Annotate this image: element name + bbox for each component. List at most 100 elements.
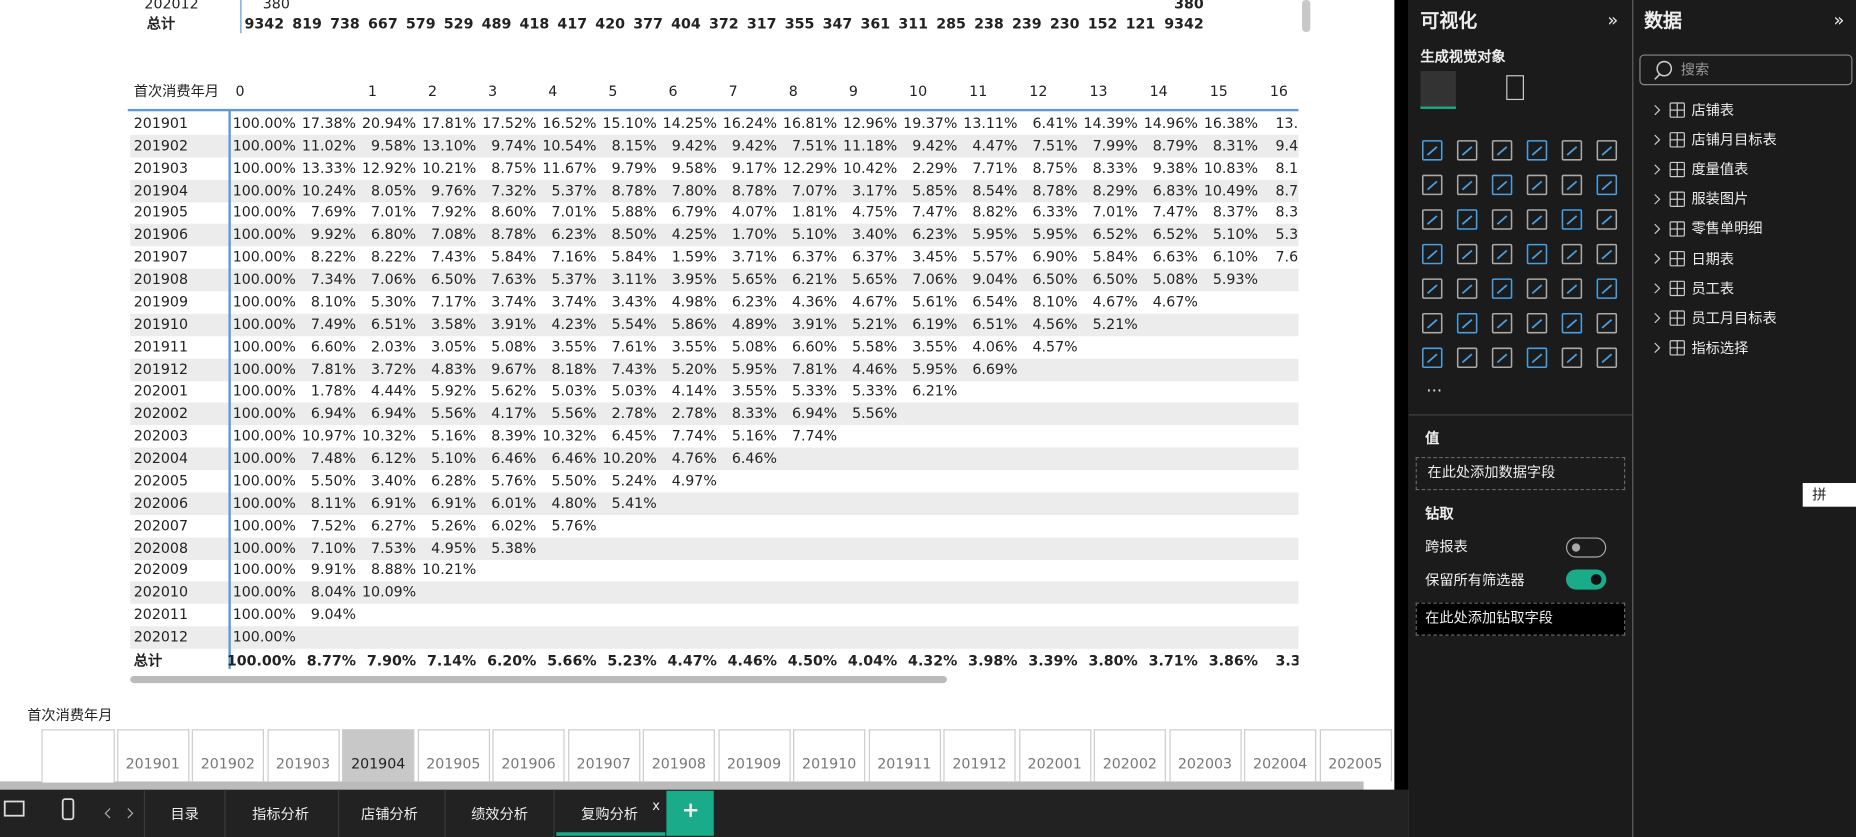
- slicer-label[interactable]: 202004: [1253, 755, 1308, 772]
- table-name[interactable]: 度量值表: [1691, 161, 1749, 178]
- table-name[interactable]: 店铺表: [1691, 101, 1735, 119]
- column-header: 6: [668, 82, 678, 100]
- slicer-label[interactable]: 201912: [952, 755, 1007, 772]
- slicer-label[interactable]: 201901: [125, 755, 180, 772]
- row-label: 202012: [144, 0, 199, 12]
- total-cell: 3.33: [1275, 652, 1299, 669]
- page-tab[interactable]: 目录: [170, 806, 199, 823]
- cell: 5.85%: [912, 181, 958, 199]
- cell: 9.04%: [310, 606, 357, 623]
- table-name[interactable]: 服装图片: [1691, 190, 1749, 208]
- page-tab[interactable]: 复购分析: [581, 806, 639, 823]
- table-name[interactable]: 员工表: [1691, 280, 1735, 297]
- icon: [1422, 278, 1443, 299]
- slicer-label[interactable]: 201911: [877, 755, 932, 772]
- cell: 4.95%: [431, 539, 477, 556]
- icon: [1491, 347, 1513, 369]
- table-name[interactable]: 员工月目标表: [1691, 309, 1777, 327]
- field-well[interactable]: 在此处添加数据字段: [1427, 464, 1556, 481]
- slicer-item[interactable]: [943, 729, 1016, 782]
- values-well[interactable]: [1415, 456, 1626, 491]
- cell: 4.83%: [431, 360, 477, 378]
- slicer-item[interactable]: [1244, 729, 1317, 782]
- total-cell: 9342: [1164, 15, 1204, 32]
- slicer-item[interactable]: [793, 729, 866, 782]
- total-cell: 317: [746, 15, 777, 32]
- slicer-label[interactable]: 201906: [501, 755, 556, 772]
- slicer-label[interactable]: 202002: [1102, 755, 1157, 772]
- page-tab[interactable]: 店铺分析: [361, 806, 418, 823]
- table-name[interactable]: 店铺月目标表: [1691, 131, 1777, 149]
- slicer-item[interactable]: [642, 729, 715, 782]
- slicer-item[interactable]: [717, 729, 791, 782]
- section-title: 生成视觉对象: [1420, 48, 1506, 66]
- cell: 5.21%: [1092, 315, 1138, 333]
- icon: [1426, 215, 1438, 225]
- page-tab[interactable]: 绩效分析: [471, 806, 528, 823]
- cell: 7.07%: [791, 181, 838, 199]
- cell: 100.00%: [232, 114, 296, 132]
- drill-well[interactable]: [1415, 602, 1626, 636]
- add-tab[interactable]: +: [681, 797, 700, 823]
- active-tab-underline: [556, 832, 666, 836]
- cell: 100.00%: [232, 494, 296, 512]
- column-header: 14: [1149, 82, 1168, 100]
- total-cell: 239: [1011, 15, 1042, 32]
- slicer-item[interactable]: [342, 729, 415, 782]
- add-tab-bg[interactable]: [666, 790, 714, 836]
- page-tab[interactable]: 指标分析: [252, 806, 309, 823]
- search-box[interactable]: [1639, 54, 1853, 86]
- page-scrollbar[interactable]: [0, 781, 1364, 790]
- slicer-blank[interactable]: [41, 729, 115, 783]
- slicer-item[interactable]: [266, 729, 340, 782]
- collapse[interactable]: »: [1833, 9, 1845, 31]
- table-name[interactable]: 指标选择: [1691, 339, 1749, 357]
- slicer-item[interactable]: [492, 729, 565, 782]
- cell: 8.54%: [972, 181, 1018, 199]
- slicer-item[interactable]: [191, 729, 264, 782]
- cell: 8.04%: [310, 583, 357, 601]
- close-tab[interactable]: x: [652, 797, 660, 814]
- slicer-label[interactable]: 201910: [802, 755, 857, 772]
- cell: 3.74%: [491, 293, 537, 311]
- slicer-item[interactable]: [1093, 729, 1166, 782]
- slicer-label[interactable]: 201907: [576, 755, 631, 772]
- slicer-label[interactable]: 201904: [351, 755, 406, 772]
- slicer-item[interactable]: [116, 729, 189, 782]
- slicer-label[interactable]: 202003: [1177, 755, 1233, 772]
- cell: 7.53%: [371, 539, 417, 556]
- build-icon[interactable]: [1420, 71, 1456, 109]
- table-name[interactable]: 零售单明细: [1691, 220, 1763, 238]
- slicer-item[interactable]: [567, 729, 640, 782]
- slicer-item[interactable]: [1168, 729, 1242, 782]
- row-header-line: [228, 110, 231, 669]
- icon: [1601, 353, 1613, 364]
- cell: 6.46%: [731, 449, 777, 467]
- search-placeholder[interactable]: 搜索: [1680, 61, 1710, 79]
- slicer-item[interactable]: [868, 729, 941, 782]
- h-scrollbar[interactable]: [130, 675, 947, 684]
- icon: [1531, 146, 1543, 156]
- cell: 5.57%: [972, 248, 1018, 266]
- table-name[interactable]: 日期表: [1691, 250, 1735, 267]
- slicer-label[interactable]: 201903: [275, 755, 331, 772]
- slicer-label[interactable]: 201905: [426, 755, 481, 772]
- slicer-label[interactable]: 201908: [651, 755, 706, 772]
- slicer-label[interactable]: 202001: [1027, 755, 1082, 772]
- slicer-label[interactable]: 201902: [200, 755, 255, 772]
- toggle-on[interactable]: [1565, 569, 1607, 590]
- icon: [1526, 140, 1548, 161]
- cell: 5.08%: [1152, 271, 1198, 288]
- canvas: [0, 0, 1394, 781]
- collapse[interactable]: »: [1607, 9, 1619, 31]
- v-scrollbar[interactable]: [1302, 0, 1311, 32]
- cell: 6.37%: [791, 248, 838, 266]
- slicer-item[interactable]: [1018, 729, 1091, 782]
- slicer-label[interactable]: 202005: [1328, 755, 1383, 772]
- toggle-off[interactable]: [1565, 537, 1607, 558]
- row-label: 202008: [133, 539, 188, 556]
- slicer-item[interactable]: [417, 729, 490, 782]
- slicer-item[interactable]: [1319, 729, 1392, 782]
- slicer-label[interactable]: 201909: [726, 755, 782, 772]
- field-well[interactable]: 在此处添加钻取字段: [1425, 609, 1553, 627]
